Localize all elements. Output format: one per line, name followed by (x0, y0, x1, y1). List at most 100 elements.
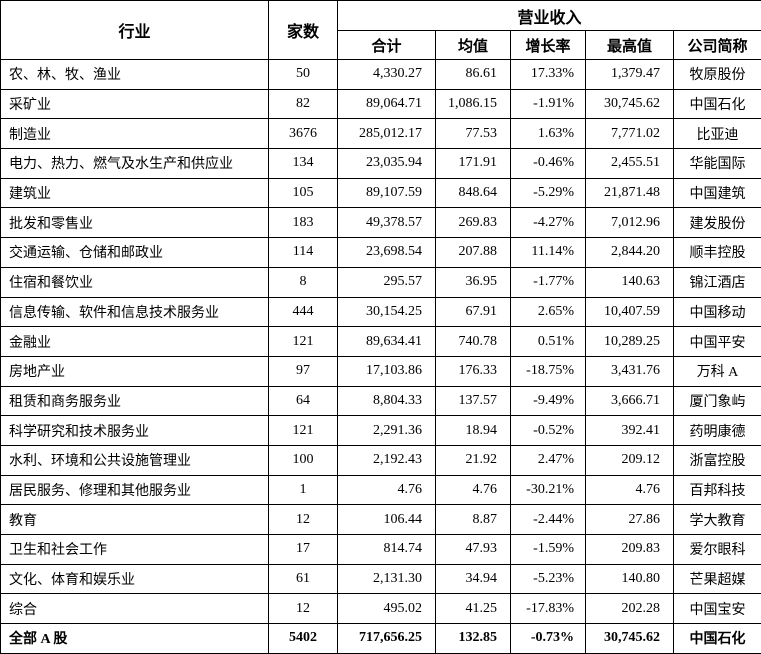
cell-mean: 21.92 (436, 445, 511, 475)
cell-company: 顺丰控股 (674, 238, 761, 268)
cell-total: 295.57 (338, 267, 436, 297)
table-row: 教育 12 106.44 8.87 -2.44% 27.86 学大教育 (1, 505, 761, 535)
table-row: 采矿业 82 89,064.71 1,086.15 -1.91% 30,745.… (1, 89, 761, 119)
cell-max: 4.76 (586, 475, 674, 505)
cell-growth: -30.21% (511, 475, 586, 505)
cell-mean: 1,086.15 (436, 89, 511, 119)
cell-growth: -9.49% (511, 386, 586, 416)
cell-count: 61 (269, 564, 338, 594)
cell-mean: 41.25 (436, 594, 511, 624)
cell-total: 8,804.33 (338, 386, 436, 416)
table-row: 科学研究和技术服务业 121 2,291.36 18.94 -0.52% 392… (1, 416, 761, 446)
cell-count: 82 (269, 89, 338, 119)
cell-company: 中国石化 (674, 89, 761, 119)
cell-max: 3,431.76 (586, 356, 674, 386)
cell-industry: 全部 A 股 (1, 624, 269, 654)
cell-total: 30,154.25 (338, 297, 436, 327)
cell-company: 锦江酒店 (674, 267, 761, 297)
cell-industry: 批发和零售业 (1, 208, 269, 238)
cell-growth: -0.46% (511, 149, 586, 179)
cell-total: 89,064.71 (338, 89, 436, 119)
cell-industry: 教育 (1, 505, 269, 535)
table-row: 综合 12 495.02 41.25 -17.83% 202.28 中国宝安 (1, 594, 761, 624)
cell-mean: 47.93 (436, 535, 511, 565)
cell-count: 121 (269, 327, 338, 357)
cell-mean: 171.91 (436, 149, 511, 179)
cell-mean: 8.87 (436, 505, 511, 535)
cell-count: 50 (269, 60, 338, 90)
cell-count: 12 (269, 594, 338, 624)
cell-mean: 34.94 (436, 564, 511, 594)
cell-max: 209.83 (586, 535, 674, 565)
cell-total: 23,035.94 (338, 149, 436, 179)
cell-total: 2,192.43 (338, 445, 436, 475)
cell-total: 4.76 (338, 475, 436, 505)
cell-growth: -2.44% (511, 505, 586, 535)
cell-max: 209.12 (586, 445, 674, 475)
cell-company: 厦门象屿 (674, 386, 761, 416)
cell-industry: 制造业 (1, 119, 269, 149)
cell-count: 114 (269, 238, 338, 268)
cell-company: 百邦科技 (674, 475, 761, 505)
cell-count: 183 (269, 208, 338, 238)
cell-company: 中国石化 (674, 624, 761, 654)
cell-count: 97 (269, 356, 338, 386)
cell-count: 3676 (269, 119, 338, 149)
cell-mean: 207.88 (436, 238, 511, 268)
table-total-row: 全部 A 股 5402 717,656.25 132.85 -0.73% 30,… (1, 624, 761, 654)
cell-max: 7,012.96 (586, 208, 674, 238)
cell-max: 140.80 (586, 564, 674, 594)
cell-industry: 建筑业 (1, 178, 269, 208)
table-row: 农、林、牧、渔业 50 4,330.27 86.61 17.33% 1,379.… (1, 60, 761, 90)
cell-max: 2,844.20 (586, 238, 674, 268)
cell-mean: 132.85 (436, 624, 511, 654)
cell-mean: 36.95 (436, 267, 511, 297)
cell-total: 89,107.59 (338, 178, 436, 208)
cell-growth: 0.51% (511, 327, 586, 357)
cell-max: 140.63 (586, 267, 674, 297)
cell-growth: 2.65% (511, 297, 586, 327)
cell-industry: 房地产业 (1, 356, 269, 386)
table-row: 建筑业 105 89,107.59 848.64 -5.29% 21,871.4… (1, 178, 761, 208)
cell-count: 17 (269, 535, 338, 565)
cell-total: 495.02 (338, 594, 436, 624)
cell-company: 建发股份 (674, 208, 761, 238)
cell-industry: 采矿业 (1, 89, 269, 119)
cell-industry: 科学研究和技术服务业 (1, 416, 269, 446)
cell-growth: -0.73% (511, 624, 586, 654)
cell-growth: -18.75% (511, 356, 586, 386)
header-count: 家数 (269, 1, 338, 60)
table-row: 卫生和社会工作 17 814.74 47.93 -1.59% 209.83 爱尔… (1, 535, 761, 565)
cell-count: 444 (269, 297, 338, 327)
cell-company: 中国平安 (674, 327, 761, 357)
cell-mean: 86.61 (436, 60, 511, 90)
cell-growth: -1.91% (511, 89, 586, 119)
table-row: 房地产业 97 17,103.86 176.33 -18.75% 3,431.7… (1, 356, 761, 386)
cell-mean: 740.78 (436, 327, 511, 357)
header-row-group: 行业 家数 营业收入 (1, 1, 761, 31)
cell-max: 202.28 (586, 594, 674, 624)
table-row: 居民服务、修理和其他服务业 1 4.76 4.76 -30.21% 4.76 百… (1, 475, 761, 505)
cell-company: 中国移动 (674, 297, 761, 327)
cell-mean: 269.83 (436, 208, 511, 238)
cell-growth: 17.33% (511, 60, 586, 90)
cell-max: 7,771.02 (586, 119, 674, 149)
header-growth: 增长率 (511, 31, 586, 60)
cell-growth: 11.14% (511, 238, 586, 268)
cell-mean: 137.57 (436, 386, 511, 416)
cell-industry: 住宿和餐饮业 (1, 267, 269, 297)
cell-company: 芒果超媒 (674, 564, 761, 594)
cell-company: 浙富控股 (674, 445, 761, 475)
cell-company: 牧原股份 (674, 60, 761, 90)
cell-max: 10,407.59 (586, 297, 674, 327)
cell-mean: 848.64 (436, 178, 511, 208)
table-row: 交通运输、仓储和邮政业 114 23,698.54 207.88 11.14% … (1, 238, 761, 268)
header-total: 合计 (338, 31, 436, 60)
cell-growth: 2.47% (511, 445, 586, 475)
header-industry: 行业 (1, 1, 269, 60)
cell-total: 49,378.57 (338, 208, 436, 238)
cell-growth: -1.77% (511, 267, 586, 297)
cell-industry: 文化、体育和娱乐业 (1, 564, 269, 594)
cell-count: 1 (269, 475, 338, 505)
